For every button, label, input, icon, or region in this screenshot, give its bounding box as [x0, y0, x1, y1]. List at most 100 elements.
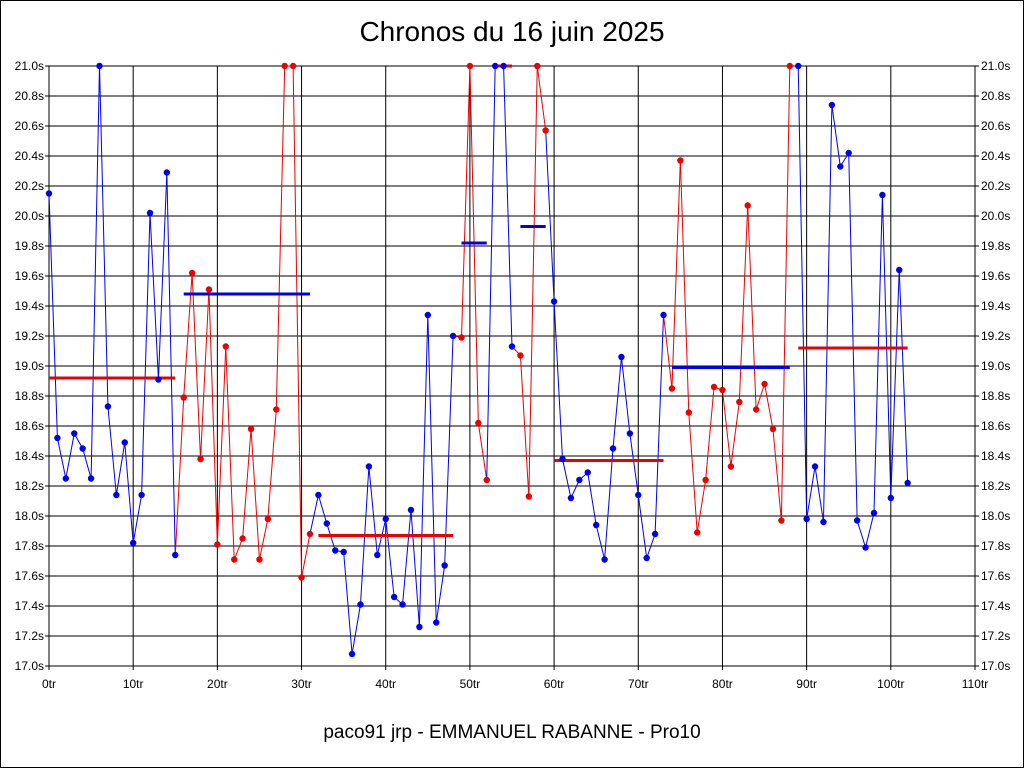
series-line [604, 448, 614, 560]
series-line [705, 386, 715, 481]
data-point [231, 556, 238, 563]
data-point [483, 476, 490, 484]
chart-footer: paco91 jrp - EMMANUEL RABANNE - Pro10 [323, 722, 701, 743]
data-point [601, 556, 608, 563]
y-tick-label-right: 19.2s [981, 329, 1010, 343]
series-line [107, 406, 117, 496]
series-line [82, 448, 92, 479]
data-point [626, 430, 634, 437]
data-point [180, 394, 187, 401]
series-line [216, 346, 227, 545]
series-line [56, 437, 67, 479]
y-tick-label-left: 17.2s [15, 629, 44, 643]
series-line [351, 604, 361, 655]
data-point [525, 493, 533, 500]
y-tick-label-left: 20.0s [15, 209, 44, 223]
data-point [618, 353, 625, 361]
y-tick-label-right: 19.4s [981, 299, 1010, 313]
y-tick-label-right: 17.8s [981, 539, 1010, 553]
data-point [795, 62, 802, 70]
series-line [317, 494, 328, 524]
data-point [491, 62, 499, 70]
series-line [545, 130, 555, 302]
y-tick-label-left: 18.6s [15, 419, 44, 433]
data-point [222, 343, 229, 350]
series-line [772, 428, 782, 521]
data-point [96, 62, 103, 70]
series-line [612, 356, 622, 449]
series-line [738, 205, 749, 403]
data-point [887, 494, 895, 502]
data-point [896, 266, 903, 274]
data-point [719, 386, 726, 394]
data-point [256, 556, 263, 563]
data-point [197, 455, 204, 463]
y-tick-label-right: 20.8s [981, 89, 1010, 103]
series-line [553, 301, 564, 460]
series-line [797, 65, 808, 520]
data-point [466, 62, 474, 70]
data-point [357, 601, 364, 608]
series-line [831, 104, 841, 167]
y-tick-label-left: 20.2s [15, 179, 44, 193]
data-point [188, 269, 196, 277]
data-point [845, 149, 852, 157]
series-line [418, 314, 429, 628]
series-line [166, 172, 176, 556]
y-tick-label-right: 19.6s [981, 269, 1010, 283]
data-point [365, 463, 373, 470]
series-line [200, 289, 210, 460]
y-tick-label-left: 20.4s [15, 149, 44, 163]
data-point [155, 376, 162, 383]
x-tick-label: 90tr [796, 677, 817, 691]
data-point [382, 515, 389, 523]
y-tick-label-left: 18.4s [15, 449, 44, 463]
y-tick-label-left: 17.6s [15, 569, 44, 583]
y-tick-label-right: 18.6s [981, 419, 1010, 433]
data-point [62, 475, 70, 482]
series-line [595, 524, 606, 560]
data-point [710, 383, 718, 391]
y-tick-label-left: 17.8s [15, 539, 44, 553]
data-point [205, 286, 213, 293]
series-line [562, 458, 572, 499]
y-tick-label-left: 18.0s [15, 509, 44, 523]
x-tick-label: 10tr [123, 677, 144, 691]
series-line [410, 509, 420, 628]
data-point [298, 574, 305, 581]
series-line [48, 193, 58, 439]
data-point [677, 157, 684, 164]
x-tick-label: 50tr [460, 677, 481, 691]
data-point [348, 650, 356, 658]
y-tick-label-left: 17.4s [15, 599, 44, 613]
data-point [550, 298, 558, 305]
series-line [343, 551, 353, 655]
data-point [879, 191, 886, 199]
series-line [890, 269, 900, 499]
data-point [441, 562, 448, 569]
y-tick-label-left: 20.6s [15, 119, 44, 133]
data-point [163, 169, 171, 176]
data-point [744, 202, 751, 209]
series-line [250, 428, 260, 560]
series-line [115, 442, 126, 496]
data-point [416, 623, 423, 631]
series-line [208, 289, 218, 545]
y-tick-label-right: 17.4s [981, 599, 1010, 613]
series-line [233, 538, 244, 560]
data-point [239, 535, 246, 542]
data-point [281, 62, 288, 70]
data-point [104, 403, 112, 410]
data-point [584, 469, 591, 476]
series-line [620, 356, 631, 434]
series-line [444, 335, 454, 566]
series-line [688, 412, 698, 533]
series-line [865, 512, 875, 548]
data-point [803, 515, 810, 523]
data-point [668, 385, 676, 392]
data-point [332, 547, 339, 554]
data-point [837, 163, 844, 170]
data-point [399, 601, 406, 608]
data-point [904, 479, 911, 487]
series-line [301, 533, 311, 578]
